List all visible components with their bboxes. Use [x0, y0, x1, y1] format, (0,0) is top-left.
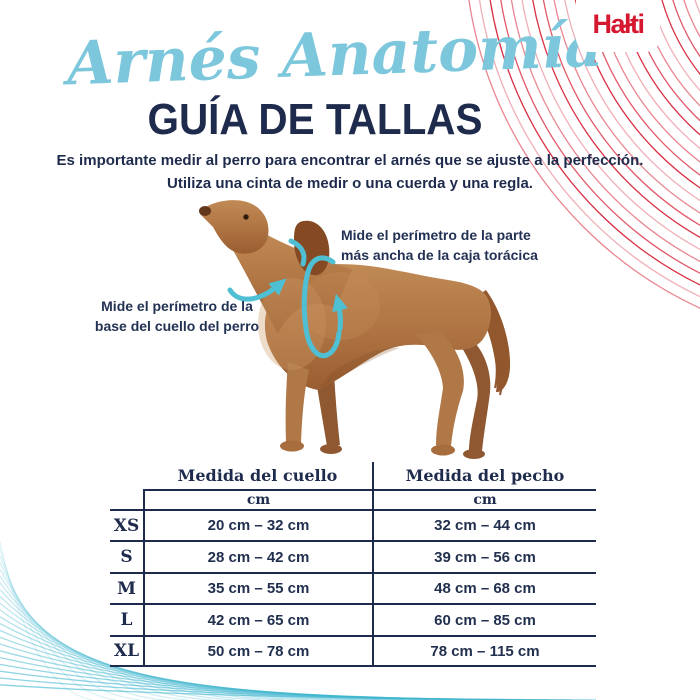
dog-eye — [243, 214, 249, 220]
intro-line-1: Es importante medir al perro para encont… — [56, 152, 644, 169]
chest-note-line-2: más ancha de la caja torácica — [341, 246, 538, 263]
xl-neck-range: 50 cm – 78 cm — [143, 635, 372, 667]
size-label-m: M — [110, 572, 143, 603]
xl-chest-range: 78 cm – 115 cm — [372, 635, 596, 667]
neck-column-header: Medida del cuello — [177, 466, 338, 485]
chest-unit-label: cm — [372, 489, 596, 509]
chest-measure-arc — [301, 255, 342, 359]
brand-logo-card: Halti — [576, 0, 660, 52]
neck-note-line-1: Mide el perímetro de la — [101, 298, 253, 314]
chest-measure-note: Mide el perímetro de la parte más ancha … — [341, 226, 556, 265]
size-label-s: S — [110, 540, 143, 572]
brand-logo-text: Halti — [592, 8, 645, 39]
neck-note-line-2: base del cuello del perro — [94, 317, 260, 334]
intro-line-2: Utiliza una cinta de medir o una cuerda … — [167, 174, 533, 192]
chest-measure-arrow — [332, 293, 348, 332]
s-neck-range: 28 cm – 42 cm — [143, 540, 372, 572]
dog-nose — [199, 206, 211, 216]
l-neck-range: 42 cm – 65 cm — [143, 603, 372, 635]
l-chest-range: 60 cm – 85 cm — [372, 603, 596, 635]
neck-measure-arc — [288, 238, 307, 267]
page-title: GUÍA DE TALLAS — [147, 95, 483, 144]
m-neck-range: 35 cm – 55 cm — [143, 572, 372, 603]
neck-measure-arrow — [227, 278, 287, 302]
table-corner-spacer — [110, 462, 143, 489]
neck-unit-label: cm — [143, 489, 372, 509]
neck-measure-note: Mide el perímetro de la base del cuello … — [94, 297, 260, 336]
size-label-xl: XL — [110, 635, 143, 667]
measurement-arrows — [227, 238, 348, 359]
dog-measurement-diagram — [199, 200, 511, 459]
m-chest-range: 48 cm – 68 cm — [372, 572, 596, 603]
size-table: Medida del cuello Medida del pecho cm cm… — [110, 462, 596, 667]
chest-note-line-1: Mide el perímetro de la parte — [341, 227, 531, 243]
intro-text: Es importante medir al perro para encont… — [0, 150, 700, 195]
unit-row-spacer — [110, 489, 143, 509]
teal-waves-decoration — [0, 541, 597, 700]
chest-column-header: Medida del pecho — [372, 462, 596, 489]
s-chest-range: 39 cm – 56 cm — [372, 540, 596, 572]
size-label-xs: XS — [110, 509, 143, 540]
size-label-l: L — [110, 603, 143, 635]
xs-chest-range: 32 cm – 44 cm — [372, 509, 596, 540]
xs-neck-range: 20 cm – 32 cm — [143, 509, 372, 540]
